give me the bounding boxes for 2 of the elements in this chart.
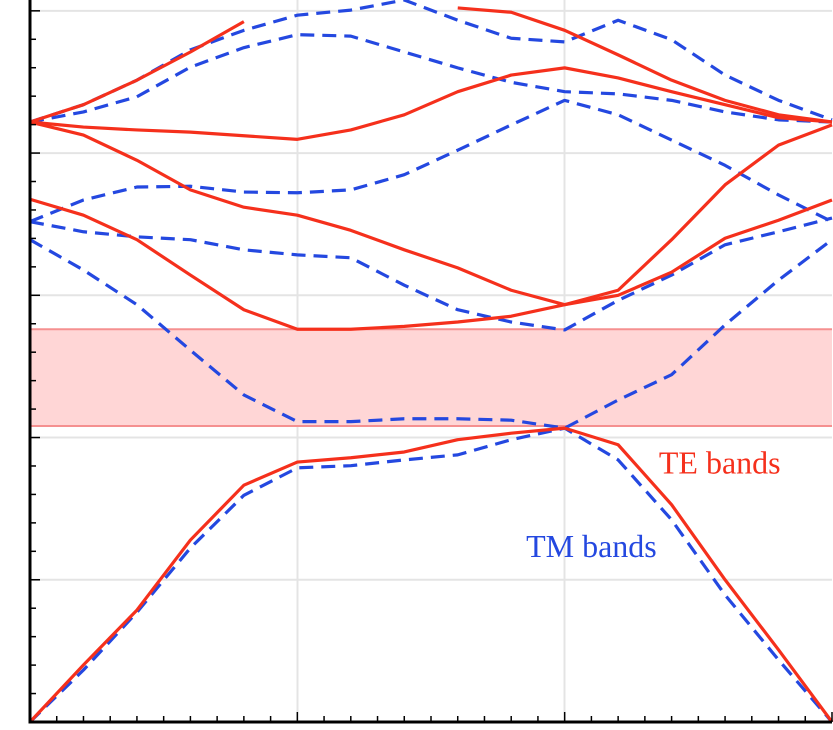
series-label: TM bands bbox=[526, 528, 657, 564]
series-label: TE bands bbox=[658, 444, 781, 480]
